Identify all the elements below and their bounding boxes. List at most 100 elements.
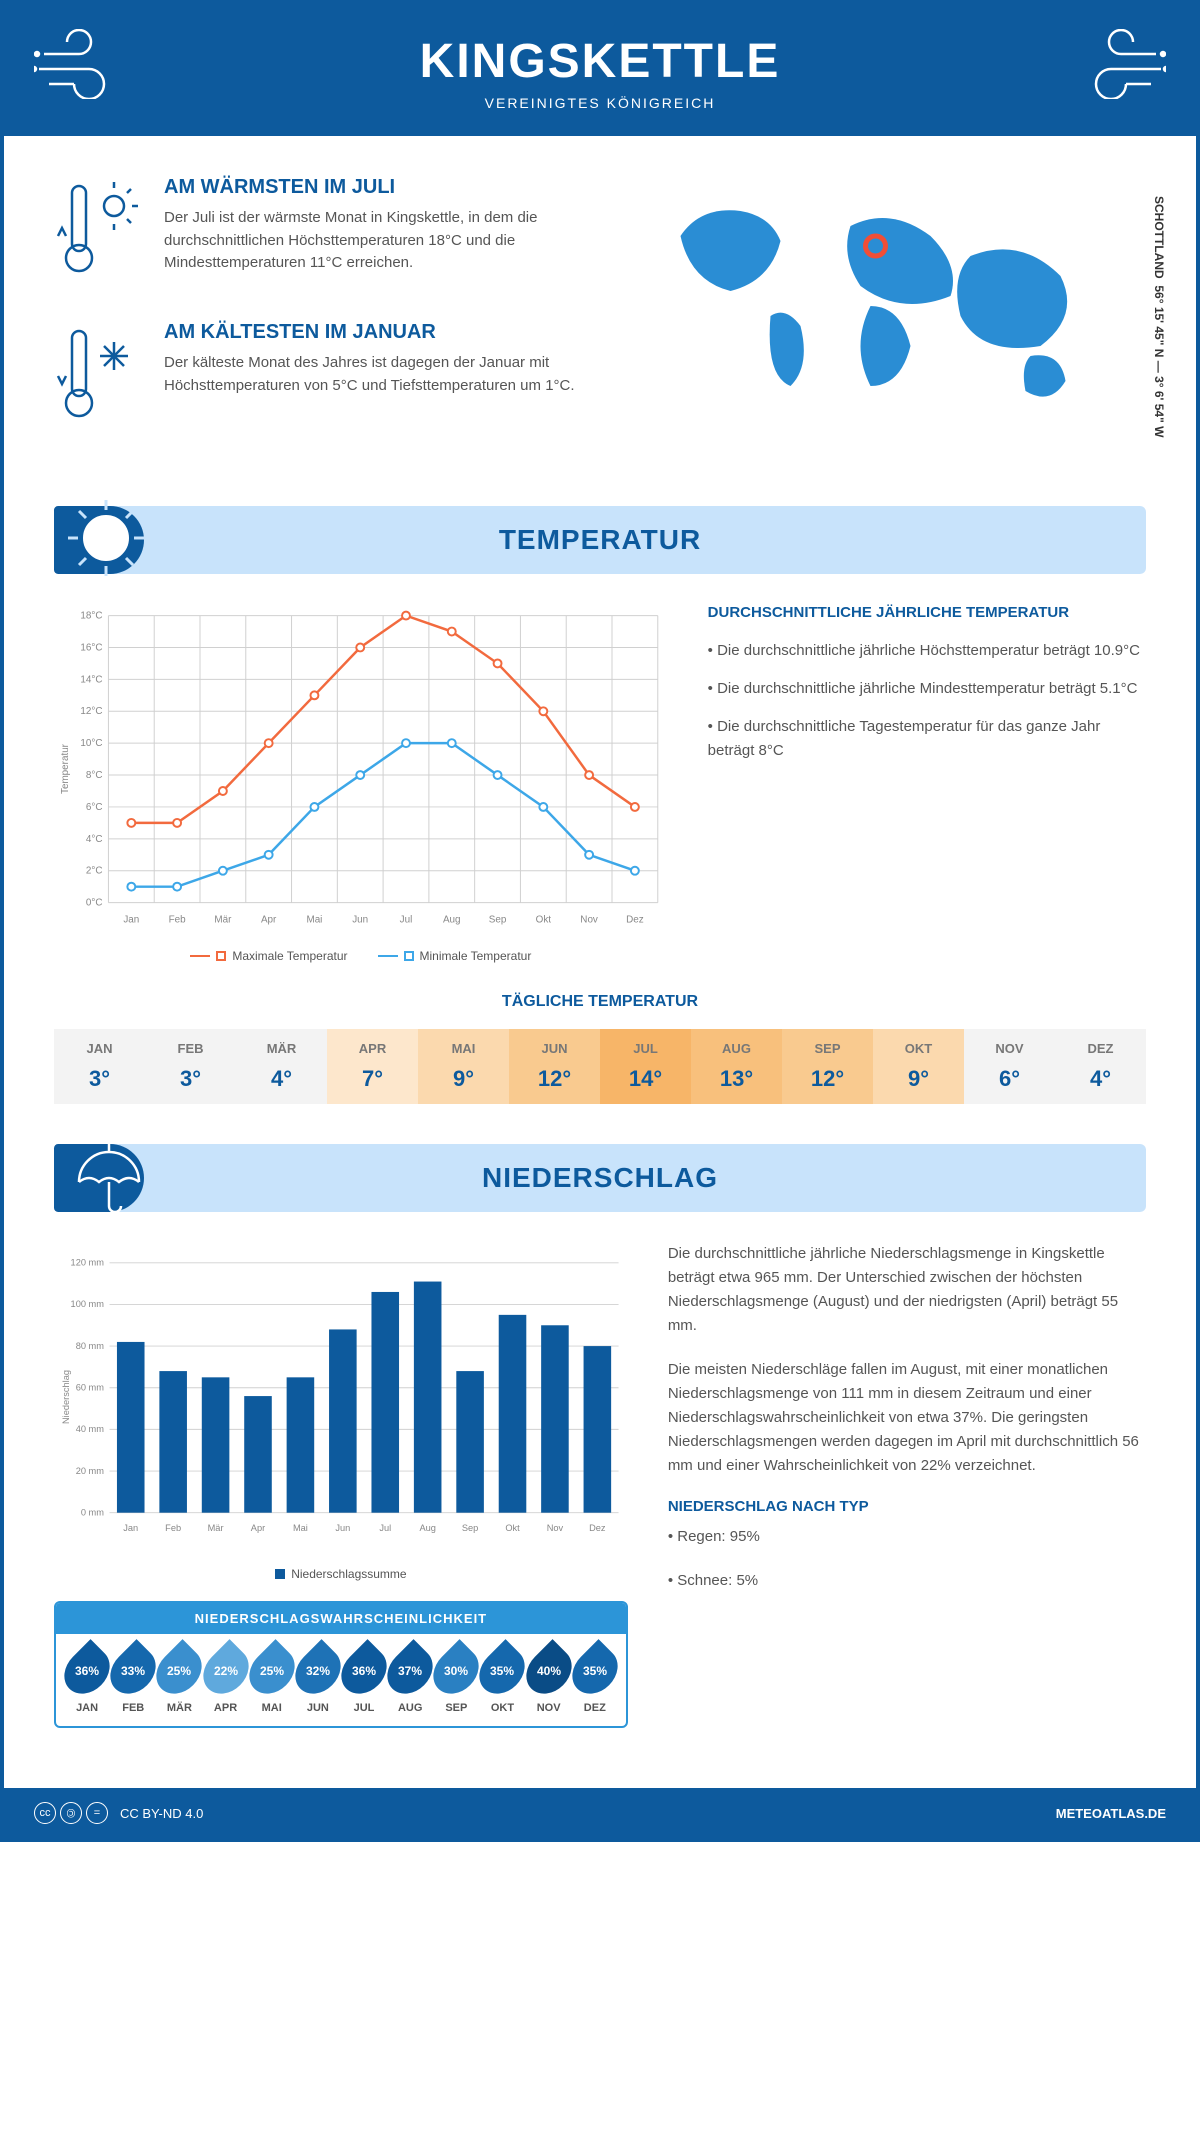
precipitation-probability: NIEDERSCHLAGSWAHRSCHEINLICHKEIT 36%JAN33… bbox=[54, 1601, 628, 1728]
svg-text:Okt: Okt bbox=[505, 1523, 520, 1533]
temp-section-header: TEMPERATUR bbox=[54, 506, 1146, 574]
coldest-text: Der kälteste Monat des Jahres ist dagege… bbox=[164, 352, 585, 397]
daily-cell: JAN3° bbox=[54, 1029, 145, 1104]
svg-text:16°C: 16°C bbox=[80, 642, 102, 653]
svg-text:40 mm: 40 mm bbox=[76, 1424, 105, 1434]
svg-text:0°C: 0°C bbox=[86, 898, 103, 909]
svg-text:Jul: Jul bbox=[379, 1523, 391, 1533]
daily-cell: MAI9° bbox=[418, 1029, 509, 1104]
svg-text:Dez: Dez bbox=[589, 1523, 606, 1533]
svg-text:Mär: Mär bbox=[214, 914, 232, 925]
site-name: METEOATLAS.DE bbox=[1056, 1806, 1166, 1821]
prob-cell: 35%OKT bbox=[479, 1646, 525, 1714]
prob-cell: 22%APR bbox=[202, 1646, 248, 1714]
svg-text:Aug: Aug bbox=[419, 1523, 435, 1533]
coldest-fact: AM KÄLTESTEN IM JANUAR Der kälteste Mona… bbox=[54, 321, 585, 436]
daily-cell: NOV6° bbox=[964, 1029, 1055, 1104]
warmest-text: Der Juli ist der wärmste Monat in Kingsk… bbox=[164, 207, 585, 275]
sun-icon bbox=[64, 496, 149, 581]
daily-cell: SEP12° bbox=[782, 1029, 873, 1104]
svg-text:Dez: Dez bbox=[626, 914, 644, 925]
page-subtitle: VEREINIGTES KÖNIGREICH bbox=[24, 95, 1176, 111]
license-text: CC BY-ND 4.0 bbox=[120, 1806, 203, 1821]
svg-text:Niederschlag: Niederschlag bbox=[61, 1370, 71, 1424]
precip-info: Die durchschnittliche jährliche Niedersc… bbox=[668, 1242, 1146, 1728]
svg-text:Sep: Sep bbox=[489, 914, 507, 925]
prob-cell: 40%NOV bbox=[526, 1646, 572, 1714]
temp-info: DURCHSCHNITTLICHE JÄHRLICHE TEMPERATUR •… bbox=[708, 604, 1146, 963]
daily-cell: FEB3° bbox=[145, 1029, 236, 1104]
daily-temp-title: TÄGLICHE TEMPERATUR bbox=[54, 993, 1146, 1011]
svg-text:Mai: Mai bbox=[293, 1523, 308, 1533]
wind-icon bbox=[1066, 29, 1166, 99]
prob-cell: 30%SEP bbox=[433, 1646, 479, 1714]
umbrella-icon bbox=[64, 1134, 149, 1219]
precipitation-bar-chart: 0 mm 20 mm 40 mm 60 mm 80 mm 100 mm 120 mm Jan F… bbox=[54, 1242, 628, 1581]
thermometer-sun-icon bbox=[54, 176, 144, 291]
page-title: KINGSKETTLE bbox=[24, 34, 1176, 89]
prob-cell: 32%JUN bbox=[295, 1646, 341, 1714]
svg-text:100 mm: 100 mm bbox=[71, 1299, 105, 1309]
legend-min: Minimale Temperatur bbox=[420, 949, 532, 963]
precip-section-header: NIEDERSCHLAG bbox=[54, 1144, 1146, 1212]
svg-text:Nov: Nov bbox=[580, 914, 598, 925]
svg-text:8°C: 8°C bbox=[86, 770, 103, 781]
svg-text:4°C: 4°C bbox=[86, 834, 103, 845]
svg-text:Mär: Mär bbox=[208, 1523, 224, 1533]
svg-text:Jan: Jan bbox=[123, 914, 139, 925]
svg-text:Sep: Sep bbox=[462, 1523, 478, 1533]
wind-icon bbox=[34, 29, 134, 99]
svg-text:Jun: Jun bbox=[352, 914, 368, 925]
svg-text:Nov: Nov bbox=[547, 1523, 564, 1533]
footer: cc🄯= CC BY-ND 4.0 METEOATLAS.DE bbox=[4, 1788, 1196, 1838]
daily-cell: AUG13° bbox=[691, 1029, 782, 1104]
svg-text:Aug: Aug bbox=[443, 914, 461, 925]
svg-text:Jul: Jul bbox=[400, 914, 413, 925]
header: KINGSKETTLE VEREINIGTES KÖNIGREICH bbox=[4, 4, 1196, 136]
daily-temp-grid: JAN3°FEB3°MÄR4°APR7°MAI9°JUN12°JUL14°AUG… bbox=[54, 1029, 1146, 1104]
coldest-title: AM KÄLTESTEN IM JANUAR bbox=[164, 321, 585, 344]
daily-cell: APR7° bbox=[327, 1029, 418, 1104]
svg-text:18°C: 18°C bbox=[80, 611, 102, 622]
legend-precip: Niederschlagssumme bbox=[291, 1567, 406, 1581]
svg-text:60 mm: 60 mm bbox=[76, 1383, 105, 1393]
svg-text:80 mm: 80 mm bbox=[76, 1341, 105, 1351]
svg-text:10°C: 10°C bbox=[80, 738, 102, 749]
thermometer-snow-icon bbox=[54, 321, 144, 436]
svg-text:Feb: Feb bbox=[165, 1523, 181, 1533]
svg-text:Apr: Apr bbox=[251, 1523, 265, 1533]
daily-cell: JUN12° bbox=[509, 1029, 600, 1104]
svg-text:Apr: Apr bbox=[261, 914, 277, 925]
warmest-fact: AM WÄRMSTEN IM JULI Der Juli ist der wär… bbox=[54, 176, 585, 291]
prob-cell: 36%JUL bbox=[341, 1646, 387, 1714]
cc-icons: cc🄯= bbox=[34, 1802, 108, 1824]
svg-text:Feb: Feb bbox=[169, 914, 187, 925]
coordinates: SCHOTTLAND 56° 15' 45" N — 3° 6' 54" W bbox=[1152, 196, 1166, 437]
prob-cell: 35%DEZ bbox=[572, 1646, 618, 1714]
prob-cell: 36%JAN bbox=[64, 1646, 110, 1714]
svg-text:14°C: 14°C bbox=[80, 674, 102, 685]
prob-cell: 25%MÄR bbox=[156, 1646, 202, 1714]
daily-cell: JUL14° bbox=[600, 1029, 691, 1104]
prob-cell: 33%FEB bbox=[110, 1646, 156, 1714]
svg-text:Okt: Okt bbox=[536, 914, 552, 925]
svg-text:120 mm: 120 mm bbox=[71, 1258, 105, 1268]
svg-text:20 mm: 20 mm bbox=[76, 1466, 105, 1476]
svg-text:12°C: 12°C bbox=[80, 706, 102, 717]
prob-cell: 37%AUG bbox=[387, 1646, 433, 1714]
daily-cell: OKT9° bbox=[873, 1029, 964, 1104]
svg-text:Jan: Jan bbox=[123, 1523, 138, 1533]
world-map: SCHOTTLAND 56° 15' 45" N — 3° 6' 54" W bbox=[615, 176, 1146, 466]
svg-text:0 mm: 0 mm bbox=[81, 1507, 104, 1517]
temperature-line-chart: 0°C 2°C 4°C 6°C 8°C 10°C 12°C 14°C 16°C 18°C Jan Fe… bbox=[54, 604, 668, 963]
warmest-title: AM WÄRMSTEN IM JULI bbox=[164, 176, 585, 199]
svg-text:2°C: 2°C bbox=[86, 866, 103, 877]
prob-cell: 25%MAI bbox=[249, 1646, 295, 1714]
daily-cell: MÄR4° bbox=[236, 1029, 327, 1104]
legend-max: Maximale Temperatur bbox=[232, 949, 347, 963]
svg-text:Jun: Jun bbox=[335, 1523, 350, 1533]
svg-text:6°C: 6°C bbox=[86, 802, 103, 813]
svg-text:Temperatur: Temperatur bbox=[60, 743, 71, 794]
daily-cell: DEZ4° bbox=[1055, 1029, 1146, 1104]
svg-text:Mai: Mai bbox=[306, 914, 322, 925]
